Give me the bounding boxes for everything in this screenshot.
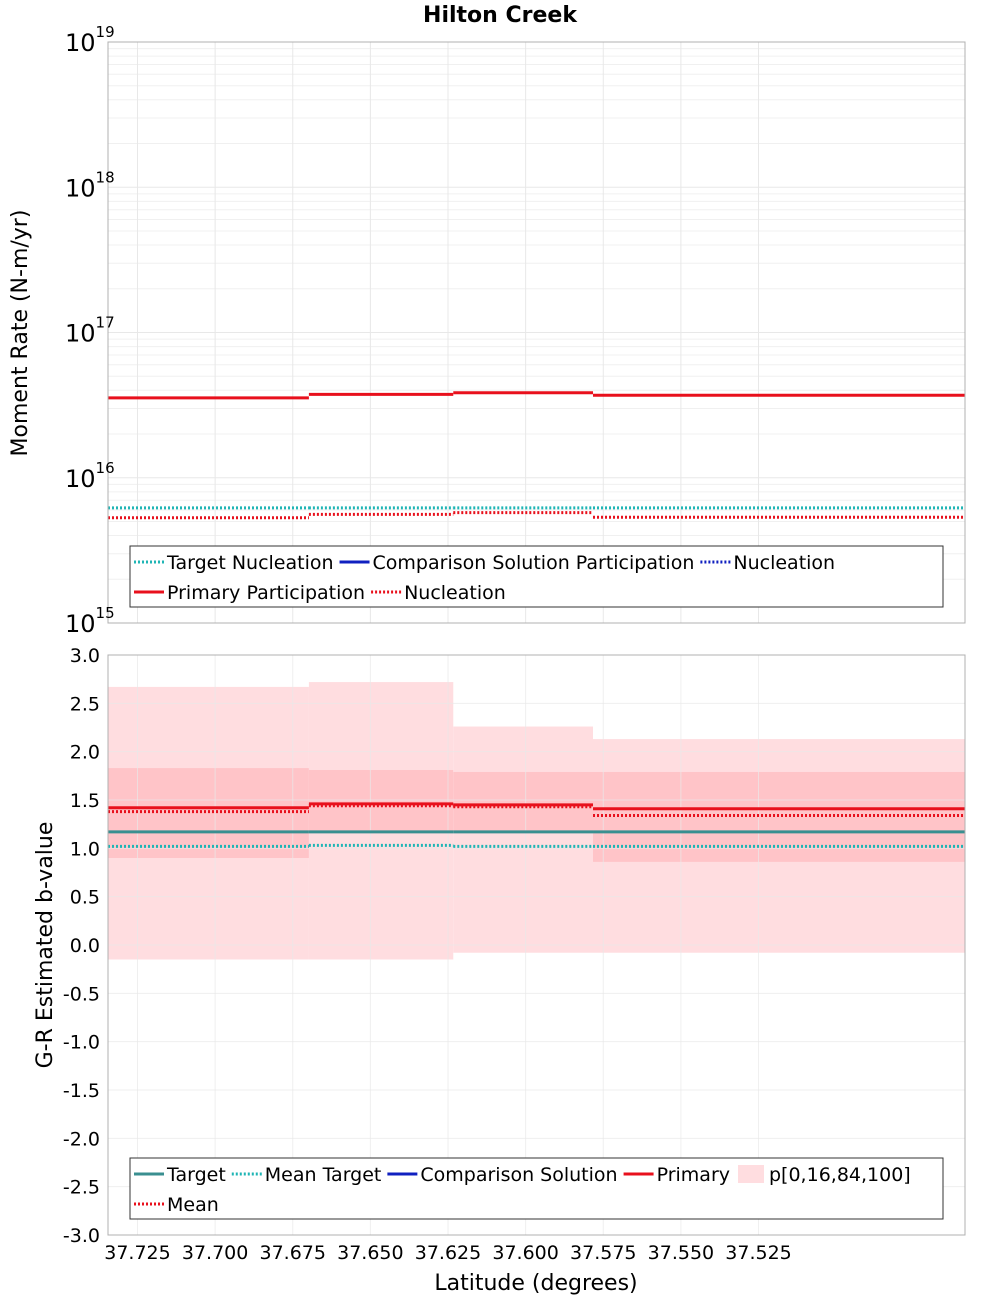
y-tick-label: -1.0	[63, 1032, 100, 1054]
y-tick-label: -2.5	[63, 1177, 100, 1199]
x-axis-label: Latitude (degrees)	[434, 1271, 637, 1296]
moment-rate-plot-frame	[107, 41, 966, 624]
legend-entry: p[0,16,84,100]	[738, 1164, 911, 1186]
legend-entry: Primary Participation	[134, 582, 365, 604]
legend-label: Comparison Solution Participation	[373, 552, 695, 574]
series-primary-participation	[108, 391, 965, 400]
percentile-band-inner	[453, 771, 594, 832]
y-tick-label: 0.5	[70, 887, 100, 909]
b-value-y-axis-label: G-R Estimated b-value	[33, 822, 58, 1069]
moment-rate-series	[108, 391, 965, 520]
b-value-plot: 3.0 2.5 2.0 1.5 1.0 0.5 0.0 -0.5 -1.0 -1.5 -2.0 -2.…	[33, 645, 966, 1247]
legend-label: Comparison Solution	[420, 1164, 617, 1186]
y-tick-label: 1018	[65, 168, 115, 202]
legend-label: Mean Target	[265, 1164, 382, 1186]
b-value-legend: Target Mean Target Comparison Solution Prim…	[129, 1157, 944, 1220]
x-tick-label: 37.575	[570, 1242, 636, 1264]
y-tick-label: 1.5	[70, 790, 100, 812]
x-tick-label: 37.675	[260, 1242, 326, 1264]
legend-entry: Comparison Solution Participation	[339, 552, 695, 574]
moment-rate-plot: 1015 1016 1017 1018 1019 Moment Rate (N-m/yr…	[8, 23, 966, 638]
legend-box	[129, 1157, 944, 1220]
legend-label: Target Nucleation	[166, 552, 334, 574]
legend-label: Mean	[167, 1194, 219, 1216]
moment-rate-y-axis-label: Moment Rate (N-m/yr)	[8, 210, 33, 457]
y-tick-label: 1016	[65, 459, 115, 493]
b-value-plot-frame	[107, 654, 966, 1236]
series-primary	[108, 802, 965, 811]
legend-label: Primary Participation	[167, 582, 365, 604]
y-tick-label: -2.0	[63, 1128, 100, 1150]
y-tick-label: 2.0	[70, 742, 100, 764]
y-tick-label: 3.0	[70, 645, 100, 667]
series-mean	[108, 804, 965, 817]
x-tick-label: 37.600	[492, 1242, 558, 1264]
legend-entry: Nucleation	[700, 552, 835, 574]
legend-entry: Comparison Solution	[387, 1164, 618, 1186]
y-tick-label: 2.5	[70, 693, 100, 715]
x-tick-label: 37.525	[725, 1242, 791, 1264]
x-tick-label: 37.625	[415, 1242, 481, 1264]
legend-entry: Target Nucleation	[134, 552, 334, 574]
legend-label: Nucleation	[733, 552, 835, 574]
series-mean-target	[108, 843, 965, 848]
x-tick-label: 37.650	[337, 1242, 403, 1264]
moment-rate-legend: Target Nucleation Comparison Solution Par…	[129, 545, 944, 608]
legend-label: Nucleation	[404, 582, 506, 604]
series-nucleation	[108, 511, 965, 520]
b-value-series	[108, 802, 965, 848]
legend-box	[129, 545, 944, 608]
chart-title: Hilton Creek	[423, 3, 578, 28]
legend-swatch	[738, 1165, 764, 1183]
legend-label: Target	[166, 1164, 226, 1186]
legend-entry: Nucleation	[371, 582, 506, 604]
y-tick-label: 1019	[65, 23, 115, 57]
y-tick-label: -1.5	[63, 1080, 100, 1102]
y-tick-label: 0.0	[70, 935, 100, 957]
x-tick-label: 37.550	[648, 1242, 714, 1264]
y-tick-label: 1015	[65, 604, 115, 638]
legend-label: Primary	[657, 1164, 730, 1186]
x-tick-label: 37.725	[104, 1242, 170, 1264]
legend-entry: Mean	[134, 1194, 219, 1216]
x-axis-ticks: 37.725 37.700 37.675 37.650 37.625 37.600 37.5…	[104, 1242, 791, 1264]
percentile-band-inner	[308, 770, 454, 832]
legend-label: p[0,16,84,100]	[769, 1164, 911, 1186]
x-tick-label: 37.700	[182, 1242, 248, 1264]
legend-entry: Mean Target	[231, 1164, 382, 1186]
y-tick-label: -0.5	[63, 983, 100, 1005]
percentile-band-outer	[453, 726, 594, 953]
moment-rate-y-ticks: 1015 1016 1017 1018 1019	[65, 23, 115, 638]
y-tick-label: -3.0	[63, 1225, 100, 1247]
y-tick-label: 1.0	[70, 838, 100, 860]
legend-entry: Target	[134, 1164, 226, 1186]
legend-entry: Primary	[623, 1164, 730, 1186]
b-value-y-ticks: 3.0 2.5 2.0 1.5 1.0 0.5 0.0 -0.5 -1.0 -1.5 -2.0 -2.…	[63, 645, 100, 1247]
y-tick-label: 1017	[65, 314, 115, 348]
